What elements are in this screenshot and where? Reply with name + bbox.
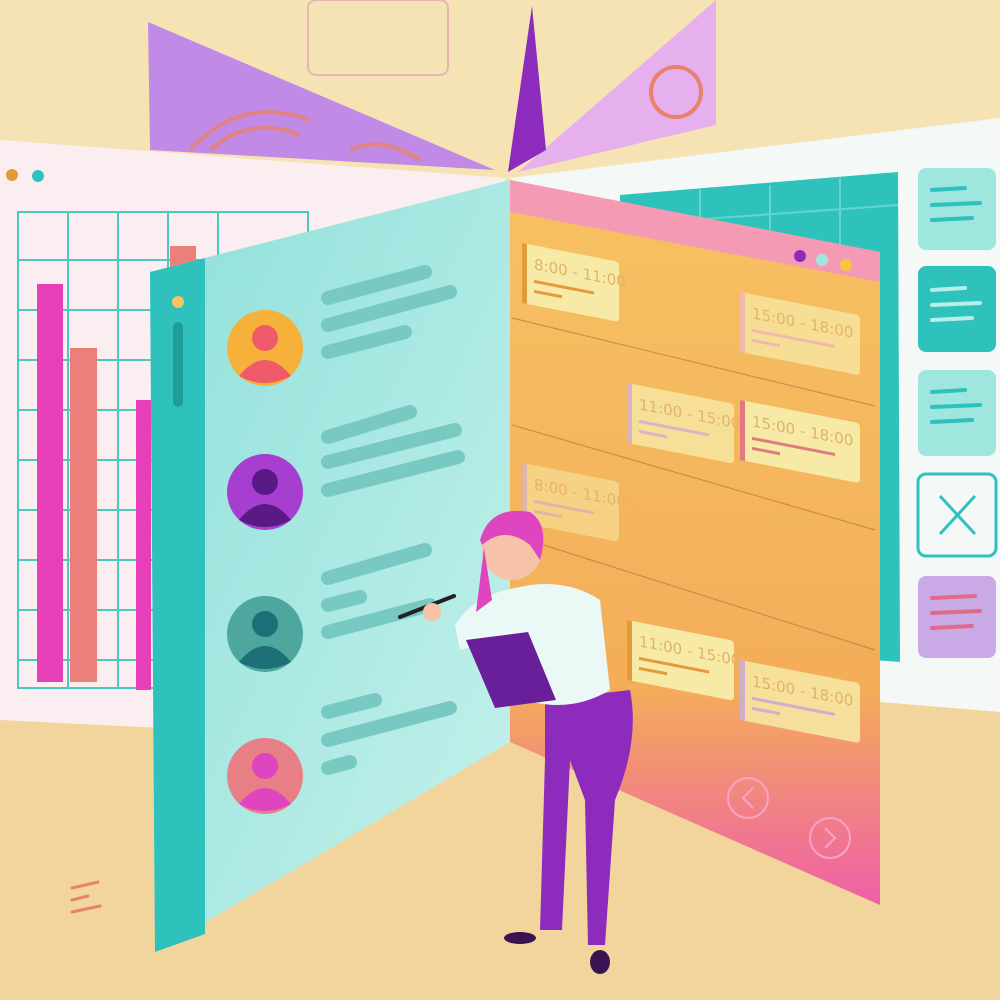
- person: [398, 510, 633, 974]
- center-spike: [508, 6, 546, 172]
- chart-bar: [37, 284, 63, 682]
- schedule-card[interactable]: 15:00 - 18:00: [740, 660, 860, 743]
- avatar[interactable]: [227, 596, 303, 672]
- sidebar-button[interactable]: [918, 168, 996, 250]
- sidebar-button[interactable]: [918, 370, 996, 456]
- sidebar-buttons: [916, 168, 998, 658]
- person-hand: [423, 603, 441, 621]
- text-lines-icon: [930, 286, 982, 322]
- card-detail-line: [752, 706, 780, 716]
- prev-button[interactable]: [727, 777, 769, 819]
- shoe: [590, 950, 610, 974]
- fingerprint-icon: [188, 110, 422, 162]
- back-panel-right: [518, 0, 716, 172]
- window-dot[interactable]: [816, 254, 828, 266]
- card-detail-line: [752, 328, 835, 348]
- person-legs: [540, 690, 633, 945]
- person-hair: [480, 510, 544, 560]
- pin-icon: [649, 65, 703, 119]
- avatar[interactable]: [227, 454, 303, 530]
- window-dot: [6, 169, 18, 181]
- card-detail-line: [639, 419, 709, 437]
- contact-text-lines: [321, 265, 465, 775]
- user-icon: [239, 325, 291, 383]
- schedule-header: [510, 180, 880, 282]
- card-detail-line: [752, 436, 835, 456]
- text-lines-icon: [930, 186, 982, 222]
- avatar-list: [227, 310, 303, 814]
- shoe: [504, 932, 536, 944]
- person-hair-back: [476, 548, 492, 612]
- chevron-left-icon: [741, 787, 754, 809]
- window-dot[interactable]: [840, 259, 852, 271]
- tablet: [466, 632, 556, 708]
- window-dot: [172, 296, 184, 308]
- text-lines-icon: [930, 594, 982, 630]
- card-detail-line: [534, 279, 594, 295]
- card-detail-line: [534, 509, 562, 519]
- floor-doodle-icon: [70, 880, 102, 914]
- back-frame: [307, 0, 449, 76]
- card-detail-line: [639, 429, 667, 439]
- chevron-right-icon: [824, 827, 837, 849]
- card-detail-line: [639, 656, 709, 674]
- next-button[interactable]: [809, 817, 851, 859]
- back-panel-left: [148, 22, 495, 170]
- avatar[interactable]: [227, 738, 303, 814]
- schedule-card[interactable]: 8:00 - 11:00: [522, 463, 626, 543]
- card-detail-line: [534, 289, 562, 299]
- user-icon: [239, 469, 291, 527]
- window-dot: [32, 170, 44, 182]
- schedule-card[interactable]: 15:00 - 18:00: [740, 400, 860, 483]
- card-detail-line: [534, 499, 594, 515]
- contacts-panel-strip: [150, 258, 205, 952]
- card-detail-line: [639, 666, 667, 676]
- user-icon: [239, 611, 291, 669]
- close-icon: [938, 494, 977, 536]
- card-detail-line: [752, 338, 780, 348]
- window-dot[interactable]: [794, 250, 806, 262]
- schedule-row-dividers: [511, 317, 876, 651]
- user-icon: [239, 753, 291, 811]
- sidebar-button[interactable]: [918, 266, 996, 352]
- sidebar-button[interactable]: [916, 472, 998, 558]
- sidebar-button[interactable]: [918, 576, 996, 658]
- schedule-card[interactable]: 15:00 - 18:00: [740, 292, 860, 375]
- chart-bar: [136, 400, 151, 690]
- chart-bar: [70, 348, 97, 682]
- avatar[interactable]: [227, 310, 303, 386]
- card-detail-line: [752, 696, 835, 716]
- schedule-card[interactable]: 8:00 - 11:00: [522, 243, 626, 323]
- card-detail-line: [752, 446, 780, 456]
- scrollbar[interactable]: [173, 322, 183, 407]
- text-lines-icon: [930, 388, 982, 424]
